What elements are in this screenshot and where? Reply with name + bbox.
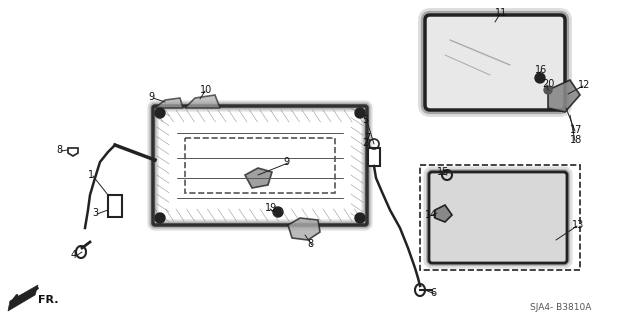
- FancyBboxPatch shape: [429, 172, 567, 263]
- Text: 16: 16: [535, 65, 547, 75]
- Text: SJA4- B3810A: SJA4- B3810A: [530, 302, 591, 311]
- Text: 8: 8: [307, 239, 313, 249]
- Text: 6: 6: [430, 288, 436, 298]
- Text: 8: 8: [56, 145, 62, 155]
- Text: 1: 1: [88, 170, 94, 180]
- Text: 2: 2: [362, 138, 368, 148]
- Text: 9: 9: [148, 92, 154, 102]
- Bar: [108, 195, 122, 217]
- FancyBboxPatch shape: [425, 15, 565, 110]
- Text: 15: 15: [437, 167, 449, 177]
- Text: 10: 10: [200, 85, 212, 95]
- Polygon shape: [8, 285, 38, 311]
- FancyBboxPatch shape: [429, 172, 567, 263]
- Polygon shape: [288, 218, 320, 240]
- Circle shape: [155, 213, 165, 223]
- FancyBboxPatch shape: [425, 15, 565, 110]
- Text: 5: 5: [362, 115, 368, 125]
- Bar: [185, 138, 335, 193]
- FancyBboxPatch shape: [425, 15, 565, 110]
- Text: FR.: FR.: [38, 295, 58, 305]
- Text: 4: 4: [71, 250, 77, 260]
- Circle shape: [273, 207, 283, 217]
- Text: 3: 3: [92, 208, 98, 218]
- Text: 20: 20: [542, 79, 554, 89]
- Text: 11: 11: [495, 8, 508, 18]
- Text: 19: 19: [265, 203, 277, 213]
- Polygon shape: [548, 80, 580, 112]
- Circle shape: [155, 108, 165, 118]
- Polygon shape: [155, 98, 183, 108]
- Circle shape: [535, 73, 545, 83]
- Polygon shape: [245, 168, 272, 188]
- Text: 13: 13: [572, 220, 584, 230]
- Bar: [368, 148, 380, 166]
- Text: 7: 7: [364, 133, 371, 143]
- Text: 18: 18: [570, 135, 582, 145]
- Text: 9: 9: [283, 157, 289, 167]
- Bar: [420, 165, 580, 270]
- Polygon shape: [185, 95, 220, 108]
- Text: 14: 14: [425, 210, 437, 220]
- Circle shape: [544, 86, 552, 94]
- Text: 17: 17: [570, 125, 582, 135]
- Text: 12: 12: [578, 80, 590, 90]
- Circle shape: [355, 108, 365, 118]
- Circle shape: [355, 213, 365, 223]
- Polygon shape: [435, 205, 452, 222]
- FancyBboxPatch shape: [429, 172, 567, 263]
